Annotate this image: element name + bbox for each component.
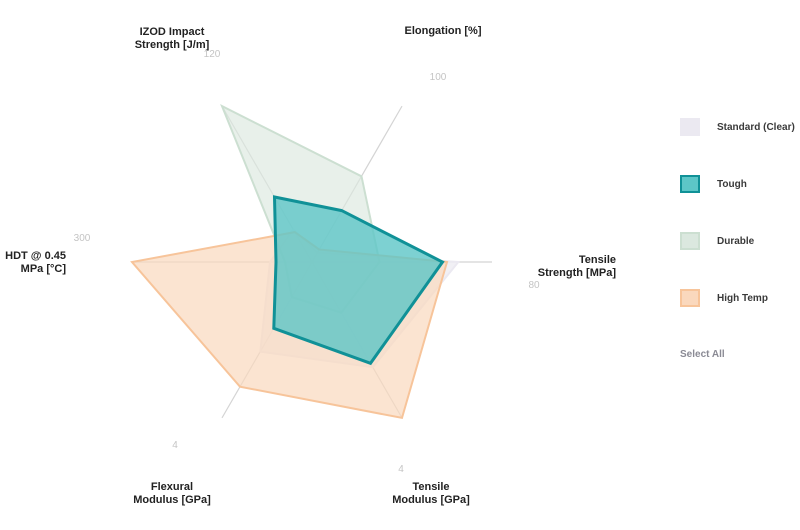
axis-label-izod-impact-strength-j-m: IZOD Impact Strength [J/m]	[135, 26, 210, 51]
series-area-tough[interactable]	[272, 195, 445, 366]
legend-item-durable[interactable]: Durable	[680, 230, 798, 252]
axis-label-elongation: Elongation [%]	[405, 25, 482, 37]
select-all-button[interactable]: Select All	[680, 349, 725, 360]
legend-item-tough[interactable]: Tough	[680, 173, 798, 195]
tick-label-elongation: 100	[430, 72, 447, 83]
legend-swatch-tough	[680, 175, 700, 193]
tick-label-flexural-modulus-gpa: 4	[172, 440, 178, 451]
chart-legend: Standard (Clear) Tough Durable High Temp…	[680, 116, 798, 362]
legend-label-standard-clear: Standard (Clear)	[717, 121, 795, 133]
legend-label-tough: Tough	[717, 178, 747, 190]
tick-label-hdt-0-45-mpa-c: 300	[74, 233, 91, 244]
legend-swatch-standard-clear	[680, 118, 700, 136]
labels-layer: Elongation [%] 100 Tensile Strength [MPa]80…	[5, 25, 616, 506]
axis-label-tensile-modulus-gpa: Tensile Modulus [GPa]	[392, 481, 470, 506]
legend-item-high-temp[interactable]: High Temp	[680, 287, 798, 309]
legend-swatch-durable	[680, 232, 700, 250]
legend-item-standard-clear[interactable]: Standard (Clear)	[680, 116, 798, 138]
axis-label-hdt-0-45-mpa-c: HDT @ 0.45 MPa [°C]	[5, 250, 66, 275]
axis-label-flexural-modulus-gpa: Flexural Modulus [GPa]	[133, 481, 211, 506]
axis-label-tensile-strength-mpa: Tensile Strength [MPa]	[538, 254, 617, 279]
tick-label-izod-impact-strength-j-m: 120	[204, 49, 221, 60]
legend-label-durable: Durable	[717, 235, 755, 247]
tick-label-tensile-strength-mpa: 80	[528, 280, 540, 291]
series-layer	[130, 104, 461, 420]
legend-label-high-temp: High Temp	[717, 292, 768, 304]
tick-label-tensile-modulus-gpa: 4	[398, 464, 404, 475]
legend-swatch-high-temp	[680, 289, 700, 307]
